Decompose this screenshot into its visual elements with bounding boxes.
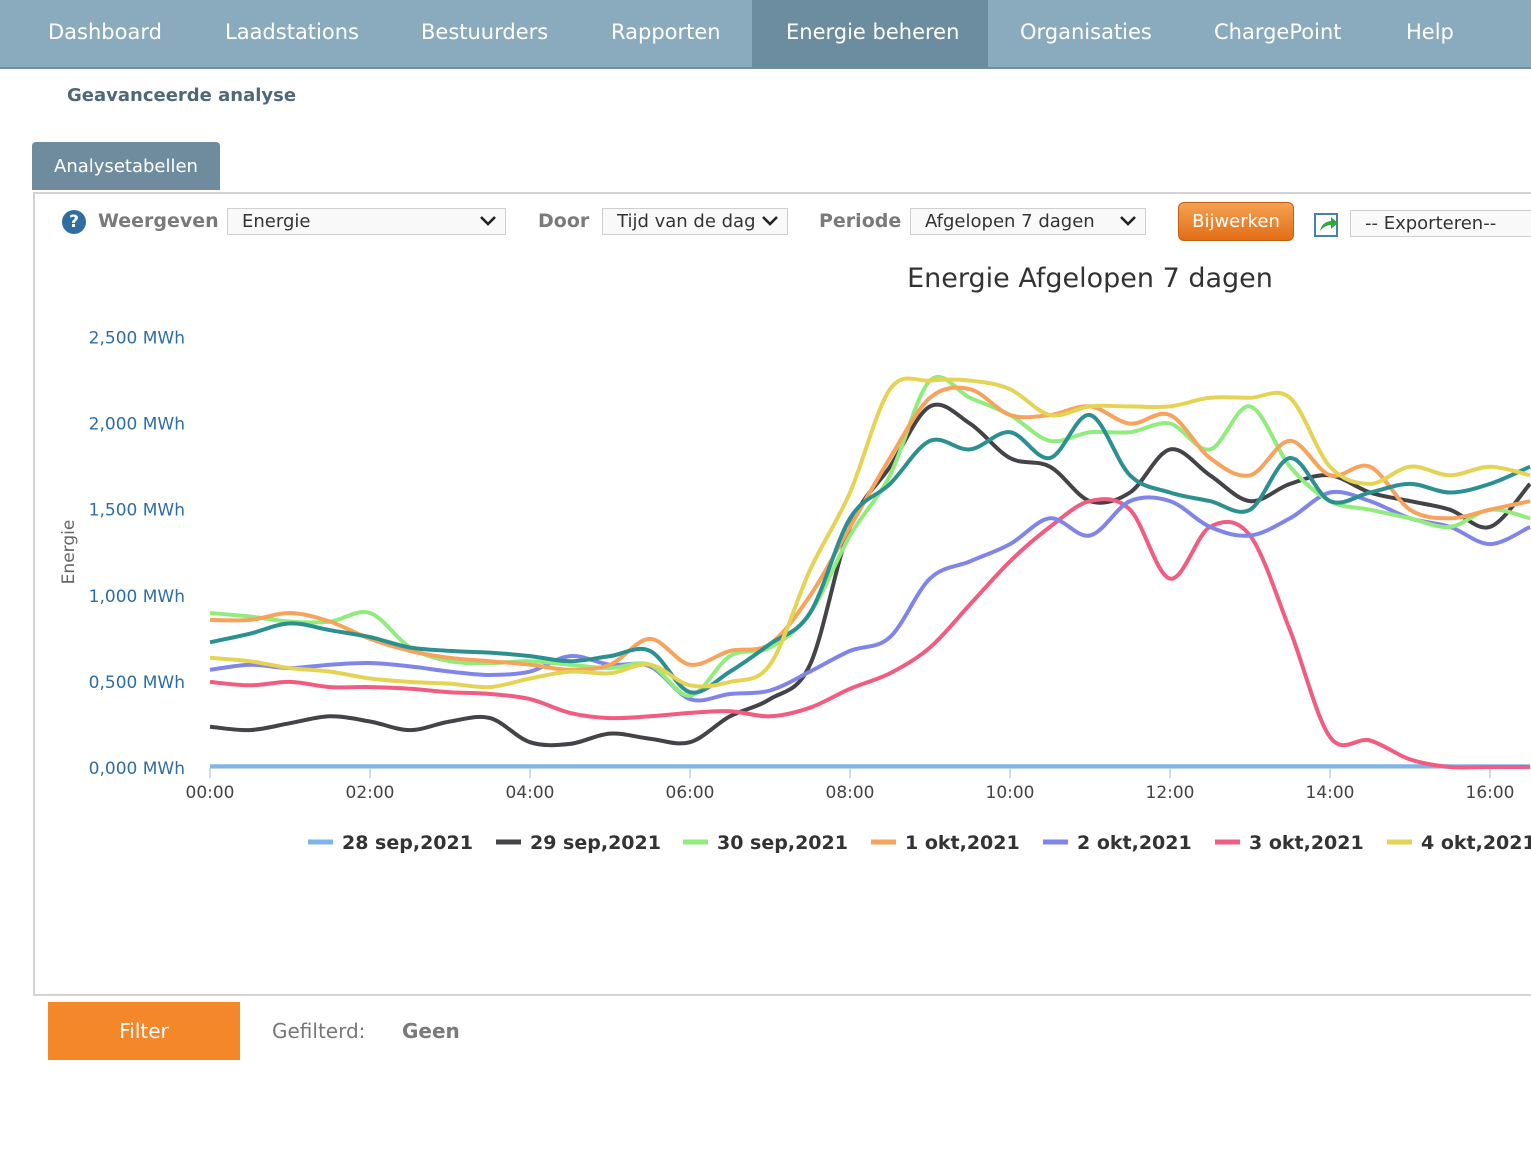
legend-item[interactable]: 4 okt,2021 xyxy=(1387,832,1531,854)
x-tick-label: 06:00 xyxy=(666,783,715,803)
x-tick-label: 10:00 xyxy=(986,783,1035,803)
chevron-down-icon xyxy=(480,216,496,226)
legend-label: 4 okt,2021 xyxy=(1421,832,1531,854)
legend-item[interactable]: 30 sep,2021 xyxy=(683,832,848,854)
chevron-down-icon xyxy=(762,216,778,226)
x-tick-label: 12:00 xyxy=(1146,783,1195,803)
nav-laadstations[interactable]: Laadstations xyxy=(225,20,359,44)
show-select-value: Energie xyxy=(242,211,311,232)
export-select[interactable]: -- Exporteren-- xyxy=(1350,210,1531,237)
legend-label: 1 okt,2021 xyxy=(905,832,1020,854)
period-select-value: Afgelopen 7 dagen xyxy=(925,211,1095,232)
export-select-value: -- Exporteren-- xyxy=(1365,213,1497,234)
y-tick-label: 1,000 MWh xyxy=(89,587,185,607)
nav-energie-beheren[interactable]: Energie beheren xyxy=(752,0,988,67)
series-line xyxy=(209,489,1531,703)
nav-bestuurders[interactable]: Bestuurders xyxy=(421,20,549,44)
legend-label: 2 okt,2021 xyxy=(1077,832,1192,854)
series-line xyxy=(209,376,1531,690)
legend-label: 3 okt,2021 xyxy=(1249,832,1364,854)
chevron-down-icon xyxy=(1120,216,1136,226)
help-icon[interactable]: ? xyxy=(62,210,86,234)
analysis-panel xyxy=(33,192,1531,996)
nav-chargepoint[interactable]: ChargePoint xyxy=(1214,20,1342,44)
legend-item[interactable]: 3 okt,2021 xyxy=(1215,832,1364,854)
export-icon[interactable] xyxy=(1314,211,1340,237)
update-button[interactable]: Bijwerken xyxy=(1178,202,1294,241)
nav-rapporten[interactable]: Rapporten xyxy=(611,20,721,44)
legend-label: 30 sep,2021 xyxy=(717,832,848,854)
legend-label: 29 sep,2021 xyxy=(530,832,661,854)
legend-item[interactable]: 29 sep,2021 xyxy=(496,832,661,854)
show-label: Weergeven xyxy=(98,210,219,232)
by-select-value: Tijd van de dag xyxy=(617,211,756,232)
x-tick-label: 14:00 xyxy=(1306,783,1355,803)
series-line xyxy=(209,402,1531,748)
chart-y-axis-title: Energie xyxy=(59,520,79,585)
tab-analysetabellen[interactable]: Analysetabellen xyxy=(32,142,220,190)
filtered-label: Gefilterd: xyxy=(272,1019,366,1043)
y-tick-label: 2,000 MWh xyxy=(89,415,185,435)
legend-label: 28 sep,2021 xyxy=(342,832,473,854)
nav-dashboard[interactable]: Dashboard xyxy=(48,20,162,44)
show-select[interactable]: Energie xyxy=(227,208,506,235)
x-tick-label: 02:00 xyxy=(346,783,395,803)
series-line xyxy=(209,374,1531,698)
legend-item[interactable]: 28 sep,2021 xyxy=(308,832,473,854)
chart-title: Energie Afgelopen 7 dagen xyxy=(907,263,1273,294)
page-subtitle: Geavanceerde analyse xyxy=(67,85,297,106)
energy-chart: Energie Afgelopen 7 dagen Energie 0,000 … xyxy=(59,263,1531,854)
x-tick-label: 08:00 xyxy=(826,783,875,803)
series-line xyxy=(209,385,1531,672)
by-label: Door xyxy=(538,210,590,232)
nav-help[interactable]: Help xyxy=(1406,20,1454,44)
series-line xyxy=(209,497,1530,770)
filtered-value: Geen xyxy=(402,1019,460,1043)
filter-button[interactable]: Filter xyxy=(48,1002,240,1060)
x-tick-label: 00:00 xyxy=(186,783,235,803)
period-label: Periode xyxy=(819,210,902,232)
y-tick-label: 0,000 MWh xyxy=(89,759,185,779)
nav-organisaties[interactable]: Organisaties xyxy=(1020,20,1152,44)
by-select[interactable]: Tijd van de dag xyxy=(602,208,788,235)
top-navigation: Dashboard Laadstations Bestuurders Rappo… xyxy=(0,0,1531,69)
period-select[interactable]: Afgelopen 7 dagen xyxy=(910,208,1146,235)
y-tick-label: 0,500 MWh xyxy=(89,673,185,693)
series-line xyxy=(209,413,1531,695)
x-tick-label: 16:00 xyxy=(1466,783,1515,803)
legend-item[interactable]: 2 okt,2021 xyxy=(1043,832,1192,854)
x-tick-label: 04:00 xyxy=(506,783,555,803)
legend-item[interactable]: 1 okt,2021 xyxy=(871,832,1020,854)
y-tick-label: 1,500 MWh xyxy=(89,501,185,521)
y-tick-label: 2,500 MWh xyxy=(89,329,185,349)
